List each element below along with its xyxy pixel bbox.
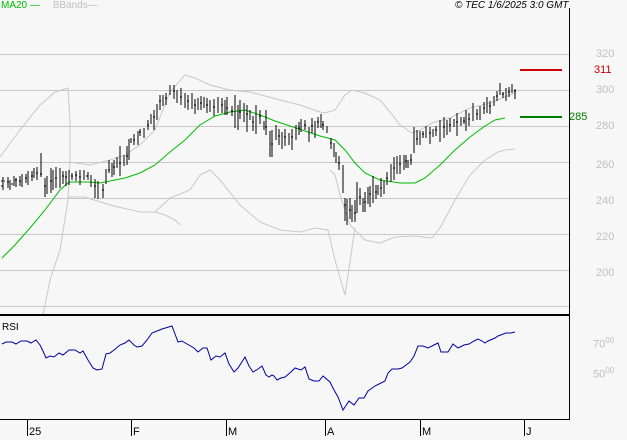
x-label-jan: 25 [29, 426, 42, 438]
price-tick-280: 280 [596, 120, 615, 132]
x-label-jun: J [526, 426, 532, 438]
price-tick-200: 200 [596, 267, 615, 279]
price-tick-260: 260 [596, 159, 615, 171]
price-grid [0, 54, 569, 307]
price-tick-220: 220 [596, 231, 615, 243]
rsi-tick-50: 5000 [593, 366, 614, 381]
price-tick-300: 300 [596, 84, 615, 96]
ma20-line [1, 109, 506, 259]
price-tick-240: 240 [596, 195, 615, 207]
legend-bbands-swatch: — [87, 0, 98, 11]
chart-legend: MA20 — BBands— [1, 0, 98, 12]
rsi-tick-70: 7000 [593, 336, 614, 351]
legend-bbands: BBands [52, 0, 88, 11]
rsi-line [1, 325, 516, 412]
rsi-tick-50-sup: 00 [605, 366, 615, 375]
x-label-apr: A [327, 426, 335, 438]
resistance-marker-label: 311 [594, 64, 612, 76]
price-tick-320: 320 [596, 48, 615, 60]
rsi-tick-50-main: 50 [593, 368, 606, 381]
copyright-timestamp: © TEC 1/6/2025 3:0 GMT [455, 0, 569, 11]
legend-ma20: MA20 [1, 0, 28, 11]
x-label-mar: M [228, 426, 238, 438]
rsi-tick-70-main: 70 [593, 338, 606, 351]
x-label-feb: F [133, 426, 140, 438]
legend-ma20-swatch: — [27, 0, 40, 11]
bbands-lines [0, 74, 516, 316]
x-label-may: M [422, 426, 432, 438]
ma-level-marker-label: 285 [569, 111, 588, 123]
rsi-panel-title: RSI [2, 322, 19, 333]
rsi-tick-70-sup: 00 [605, 336, 615, 345]
ohlc-bars [1, 83, 516, 225]
x-axis-ticks [27, 420, 525, 436]
